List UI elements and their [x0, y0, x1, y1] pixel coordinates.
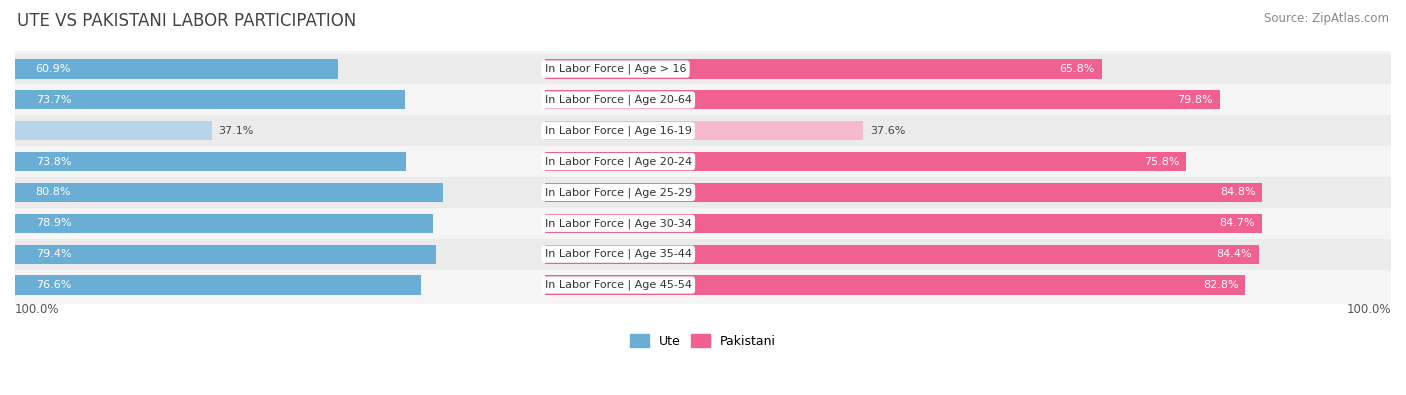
Bar — [15, 146, 1391, 177]
Text: Source: ZipAtlas.com: Source: ZipAtlas.com — [1264, 12, 1389, 25]
Text: 100.0%: 100.0% — [15, 303, 59, 316]
Text: 79.8%: 79.8% — [1178, 95, 1213, 105]
Text: 76.6%: 76.6% — [35, 280, 72, 290]
Text: In Labor Force | Age 20-64: In Labor Force | Age 20-64 — [544, 95, 692, 105]
Text: In Labor Force | Age 16-19: In Labor Force | Age 16-19 — [544, 126, 692, 136]
Bar — [15, 208, 1391, 239]
Text: 84.7%: 84.7% — [1219, 218, 1254, 228]
Bar — [544, 90, 1220, 109]
Text: In Labor Force | Age 25-29: In Labor Force | Age 25-29 — [544, 187, 692, 198]
Bar — [544, 121, 863, 140]
Text: 75.8%: 75.8% — [1144, 156, 1180, 167]
Bar — [544, 275, 1246, 295]
Bar — [15, 60, 337, 79]
Bar — [15, 183, 443, 202]
Bar — [544, 214, 1261, 233]
Text: In Labor Force | Age 45-54: In Labor Force | Age 45-54 — [544, 280, 692, 290]
Text: 60.9%: 60.9% — [35, 64, 72, 74]
Legend: Ute, Pakistani: Ute, Pakistani — [626, 329, 780, 353]
Bar — [15, 54, 1391, 85]
Bar — [544, 152, 1187, 171]
Text: 73.7%: 73.7% — [35, 95, 72, 105]
Bar — [15, 275, 420, 295]
Text: 37.1%: 37.1% — [218, 126, 254, 136]
Text: 84.4%: 84.4% — [1216, 249, 1253, 259]
Text: In Labor Force | Age 30-34: In Labor Force | Age 30-34 — [544, 218, 692, 229]
Bar — [15, 152, 406, 171]
Bar — [15, 214, 433, 233]
Text: 73.8%: 73.8% — [35, 156, 72, 167]
Bar — [544, 60, 1101, 79]
Bar — [15, 121, 211, 140]
Bar — [15, 270, 1391, 301]
Bar — [15, 90, 405, 109]
Text: 79.4%: 79.4% — [35, 249, 72, 259]
Text: 80.8%: 80.8% — [35, 188, 72, 198]
Bar — [544, 183, 1263, 202]
Bar — [15, 177, 1391, 208]
Text: 78.9%: 78.9% — [35, 218, 72, 228]
Bar — [544, 245, 1258, 264]
Text: In Labor Force | Age > 16: In Labor Force | Age > 16 — [544, 64, 686, 74]
Bar — [15, 85, 1391, 115]
Bar — [15, 239, 1391, 270]
Text: 65.8%: 65.8% — [1059, 64, 1095, 74]
Text: 37.6%: 37.6% — [870, 126, 905, 136]
Text: In Labor Force | Age 20-24: In Labor Force | Age 20-24 — [544, 156, 692, 167]
Text: UTE VS PAKISTANI LABOR PARTICIPATION: UTE VS PAKISTANI LABOR PARTICIPATION — [17, 12, 356, 30]
Text: 100.0%: 100.0% — [1347, 303, 1391, 316]
Text: 84.8%: 84.8% — [1220, 188, 1256, 198]
Text: In Labor Force | Age 35-44: In Labor Force | Age 35-44 — [544, 249, 692, 260]
Bar — [15, 245, 436, 264]
Bar — [15, 115, 1391, 146]
Text: 82.8%: 82.8% — [1204, 280, 1239, 290]
